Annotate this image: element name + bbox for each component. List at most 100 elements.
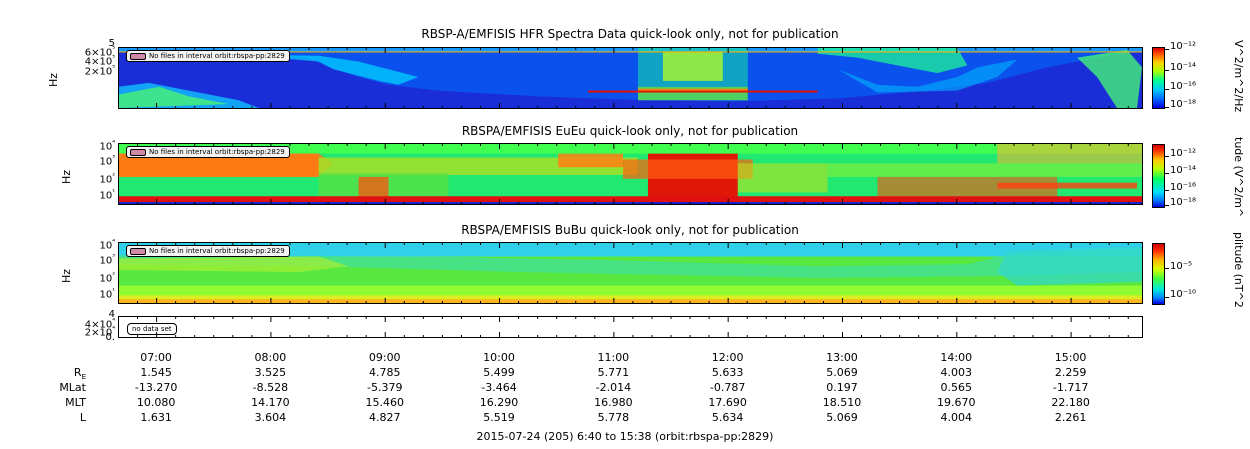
ephemeris-value: -2.014 bbox=[595, 381, 632, 394]
panel4-ytick-0: 0. bbox=[105, 332, 115, 343]
panel2-colorbar bbox=[1152, 144, 1165, 208]
panel3-ytick-1e1: 10¹ bbox=[99, 287, 115, 301]
ytick-exponent: ² bbox=[112, 172, 115, 180]
ytick-exponent: ⁴ bbox=[112, 238, 115, 246]
ephemeris-value: -3.464 bbox=[481, 381, 517, 394]
ytick-exponent: ³ bbox=[112, 253, 115, 261]
ytick-exponent: ⁵ bbox=[112, 54, 115, 62]
panel2-cb-mark bbox=[1165, 173, 1169, 174]
panel1-cb-tick: 10⁻¹⁶ bbox=[1170, 81, 1197, 92]
no-files-text: No files in interval orbit:rbspa-pp:2829 bbox=[149, 52, 285, 60]
ephemeris-value: 14.170 bbox=[251, 396, 290, 409]
panel4-ytick-4e4: 4×10⁴ bbox=[84, 317, 115, 331]
panel2-ytick-1e2: 10² bbox=[99, 172, 115, 186]
ytick-exponent: ¹ bbox=[112, 287, 115, 295]
panel1-cb-mark bbox=[1165, 70, 1169, 71]
panel3-colorbar-label: plitude (nT^2 bbox=[1232, 232, 1245, 308]
ephemeris-value: -8.528 bbox=[252, 381, 289, 394]
panel2-cb-tick: 10⁻¹⁴ bbox=[1170, 165, 1197, 176]
ytick-exponent: ⁴ bbox=[112, 317, 115, 325]
hfr-spectrogram-panel: No files in interval orbit:rbspa-pp:2829 bbox=[118, 47, 1143, 109]
ephemeris-value: 16.980 bbox=[594, 396, 633, 409]
panel3-cb-tick: 10⁻¹⁰ bbox=[1170, 289, 1197, 300]
bubu-spectrogram bbox=[119, 243, 1142, 303]
no-files-notice: No files in interval orbit:rbspa-pp:2829 bbox=[126, 50, 290, 62]
time-tick-label: 14:00 bbox=[940, 351, 973, 364]
panel3-title: RBSPA/EMFISIS BuBu quick-look only, not … bbox=[461, 223, 799, 237]
time-tick-label: 10:00 bbox=[483, 351, 515, 364]
arrow-icon bbox=[130, 53, 146, 60]
ytick-exponent: ⁴ bbox=[112, 325, 115, 333]
ytick-exponent: ⁵ bbox=[112, 45, 115, 53]
panel4-ytick-2e4: 2×10⁴ bbox=[84, 325, 115, 339]
panel1-cb-tick: 10⁻¹⁴ bbox=[1170, 62, 1197, 73]
ephemeris-value: 5.519 bbox=[483, 411, 515, 424]
ephemeris-value: 17.690 bbox=[708, 396, 747, 409]
ephemeris-row-label: RE bbox=[73, 366, 86, 382]
ephemeris-value: 3.604 bbox=[254, 411, 287, 424]
panel1-cb-mark bbox=[1165, 89, 1169, 90]
panel2-title: RBSPA/EMFISIS EuEu quick-look only, not … bbox=[461, 124, 799, 138]
time-tick-label: 15:00 bbox=[1054, 351, 1087, 364]
hfr-spectrogram bbox=[119, 48, 1142, 108]
time-tick-label: 13:00 bbox=[826, 351, 858, 364]
ephemeris-value: -1.717 bbox=[1052, 381, 1089, 394]
ephemeris-value: 4.003 bbox=[940, 366, 973, 379]
panel1-title: RBSP-A/EMFISIS HFR Spectra Data quick-lo… bbox=[421, 27, 839, 41]
panel1-cb-mark bbox=[1165, 107, 1169, 108]
panel1-cb-tick: 10⁻¹⁸ bbox=[1170, 99, 1197, 110]
panel1-cb-mark bbox=[1165, 49, 1169, 50]
ephemeris-value: 4.004 bbox=[940, 411, 973, 424]
empty-data-panel: no data set bbox=[118, 316, 1143, 338]
ephemeris-value: 16.290 bbox=[479, 396, 519, 409]
no-files-text: No files in interval orbit:rbspa-pp:2829 bbox=[149, 247, 285, 255]
bubu-spectrogram-panel: No files in interval orbit:rbspa-pp:2829 bbox=[118, 242, 1143, 304]
time-tick-label: 08:00 bbox=[254, 351, 287, 364]
ephemeris-value: 5.771 bbox=[597, 366, 630, 379]
ephemeris-value: 4.785 bbox=[368, 366, 401, 379]
ephemeris-row-subscript: E bbox=[81, 373, 86, 382]
arrow-icon bbox=[130, 248, 146, 255]
ephemeris-value: 5.634 bbox=[711, 411, 744, 424]
no-files-notice: No files in interval orbit:rbspa-pp:2829 bbox=[126, 146, 290, 158]
ephemeris-value: 22.180 bbox=[1051, 396, 1090, 409]
ephemeris-value: 4.827 bbox=[368, 411, 401, 424]
panel1-ytick-top: 5 bbox=[108, 38, 115, 49]
ytick-exponent: ⁵ bbox=[112, 64, 115, 72]
time-range-footer: 2015-07-24 (205) 6:40 to 15:38 (orbit:rb… bbox=[476, 430, 774, 443]
arrow-icon bbox=[130, 149, 146, 156]
panel2-cb-mark bbox=[1165, 205, 1169, 206]
panel3-ytick-1e3: 10³ bbox=[99, 253, 115, 267]
panel2-ytick-1e1: 10¹ bbox=[99, 188, 115, 202]
panel3-cb-mark bbox=[1165, 297, 1169, 298]
ephemeris-value: 1.631 bbox=[140, 411, 172, 424]
ephemeris-value: 5.499 bbox=[483, 366, 515, 379]
panel3-cb-mark bbox=[1165, 268, 1169, 269]
ephemeris-value: 2.261 bbox=[1054, 411, 1087, 424]
panel4-ytick-top: 4 bbox=[108, 309, 115, 320]
ephemeris-value: -5.379 bbox=[366, 381, 403, 394]
panel2-colorbar-label: tude (V^2/m^ bbox=[1232, 137, 1245, 218]
panel1-cb-tick: 10⁻¹² bbox=[1170, 41, 1197, 52]
ephemeris-row-label: L bbox=[79, 411, 86, 424]
ephemeris-value: -13.270 bbox=[134, 381, 178, 394]
time-tick-label: 12:00 bbox=[711, 351, 744, 364]
time-tick-label: 11:00 bbox=[597, 351, 630, 364]
panel2-ytick-1e4: 10⁴ bbox=[99, 139, 115, 153]
ephemeris-value: 19.670 bbox=[937, 396, 976, 409]
ytick-exponent: ³ bbox=[112, 154, 115, 162]
ytick-exponent: ¹ bbox=[112, 188, 115, 196]
time-tick-label: 07:00 bbox=[140, 351, 172, 364]
no-data-notice: no data set bbox=[127, 323, 177, 335]
no-files-text: No files in interval orbit:rbspa-pp:2829 bbox=[149, 148, 285, 156]
ytick-exponent: ⁴ bbox=[112, 139, 115, 147]
panel1-colorbar-label: V^2/m^2/Hz bbox=[1232, 40, 1245, 113]
time-tick-label: 09:00 bbox=[368, 351, 401, 364]
panel3-cb-tick: 10⁻⁵ bbox=[1170, 261, 1193, 272]
eueu-spectrogram-panel: No files in interval orbit:rbspa-pp:2829 bbox=[118, 143, 1143, 205]
ephemeris-value: 1.545 bbox=[140, 366, 172, 379]
panel3-ytick-1e4: 10⁴ bbox=[99, 238, 115, 252]
panel2-cb-mark bbox=[1165, 156, 1169, 157]
ytick-exponent: ² bbox=[112, 271, 115, 279]
panel3-colorbar bbox=[1152, 243, 1165, 305]
